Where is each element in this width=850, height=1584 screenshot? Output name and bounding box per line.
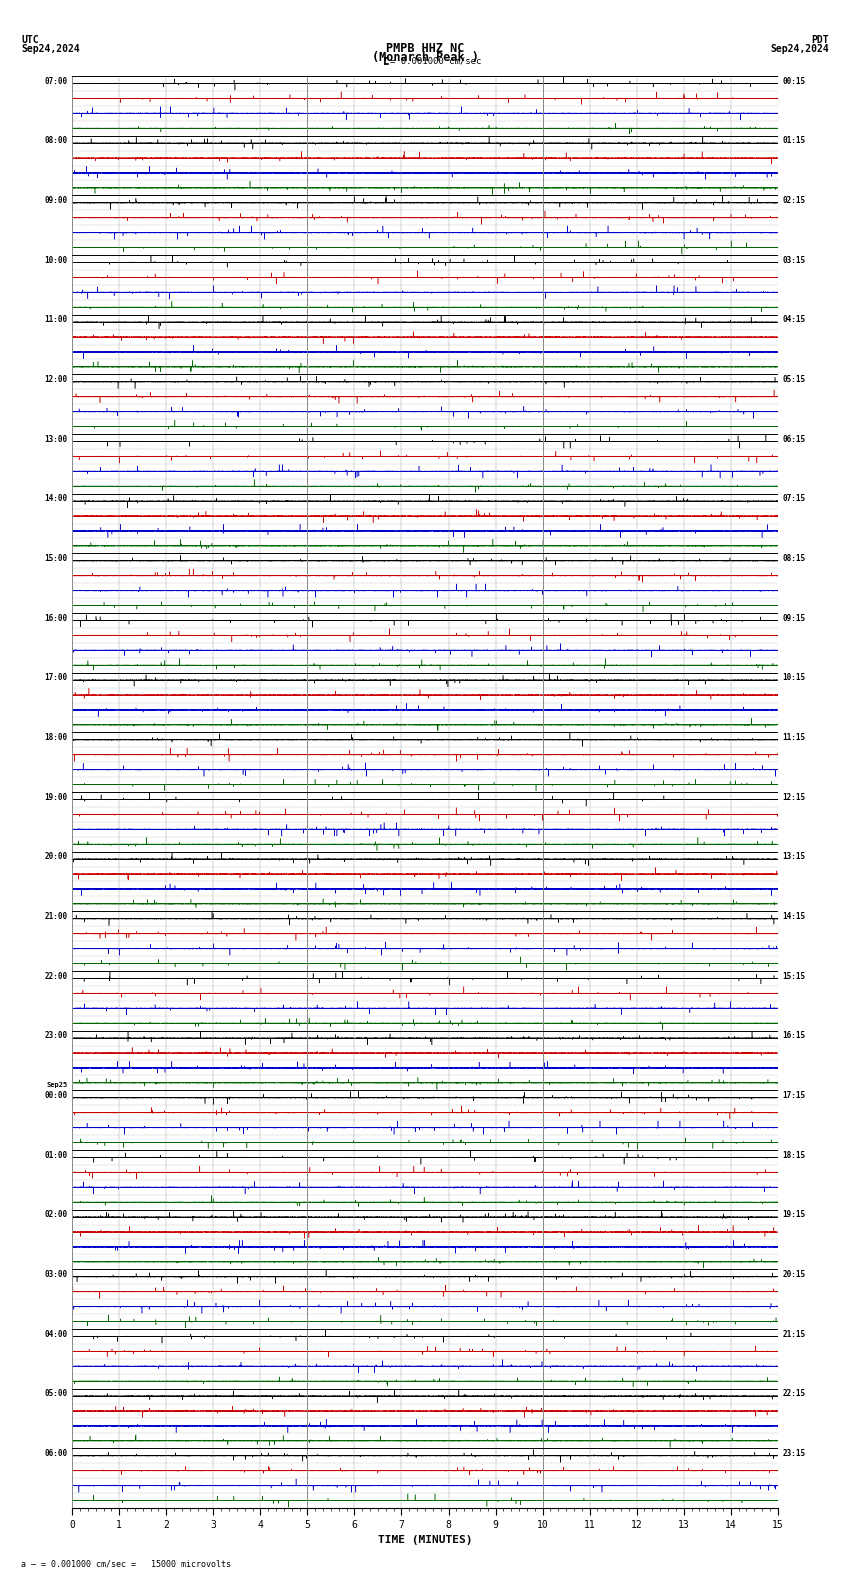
Text: = 0.001000 cm/sec: = 0.001000 cm/sec [390,57,481,65]
Text: 15:15: 15:15 [783,971,806,980]
Text: 07:15: 07:15 [783,494,806,504]
Text: 05:00: 05:00 [44,1389,67,1399]
Text: 16:00: 16:00 [44,613,67,623]
Text: 13:15: 13:15 [783,852,806,862]
Text: 11:15: 11:15 [783,733,806,741]
Text: 06:15: 06:15 [783,434,806,444]
X-axis label: TIME (MINUTES): TIME (MINUTES) [377,1535,473,1546]
Text: 02:15: 02:15 [783,196,806,204]
Text: 22:00: 22:00 [44,971,67,980]
Text: 10:15: 10:15 [783,673,806,683]
Text: 08:15: 08:15 [783,554,806,562]
Text: 23:00: 23:00 [44,1031,67,1041]
Text: 16:15: 16:15 [783,1031,806,1041]
Text: 05:15: 05:15 [783,375,806,383]
Text: 09:15: 09:15 [783,613,806,623]
Text: Sep24,2024: Sep24,2024 [21,44,80,54]
Text: 01:15: 01:15 [783,136,806,146]
Text: 01:00: 01:00 [44,1150,67,1159]
Text: 07:00: 07:00 [44,76,67,86]
Text: 21:00: 21:00 [44,912,67,920]
Text: UTC: UTC [21,35,39,44]
Text: 12:15: 12:15 [783,792,806,802]
Text: 04:00: 04:00 [44,1329,67,1338]
Text: 17:15: 17:15 [783,1091,806,1099]
Text: 19:00: 19:00 [44,792,67,802]
Text: 15:00: 15:00 [44,554,67,562]
Text: 06:00: 06:00 [44,1449,67,1457]
Text: 21:15: 21:15 [783,1329,806,1338]
Text: 02:00: 02:00 [44,1210,67,1220]
Text: 00:00: 00:00 [44,1091,67,1099]
Text: PMPB HHZ NC: PMPB HHZ NC [386,41,464,55]
Text: 04:15: 04:15 [783,315,806,325]
Text: 11:00: 11:00 [44,315,67,325]
Text: PDT: PDT [811,35,829,44]
Text: 14:15: 14:15 [783,912,806,920]
Text: 18:00: 18:00 [44,733,67,741]
Text: Sep24,2024: Sep24,2024 [770,44,829,54]
Text: 00:15: 00:15 [783,76,806,86]
Text: a — = 0.001000 cm/sec =   15000 microvolts: a — = 0.001000 cm/sec = 15000 microvolts [21,1559,231,1568]
Text: 13:00: 13:00 [44,434,67,444]
Text: 03:00: 03:00 [44,1270,67,1278]
Text: 18:15: 18:15 [783,1150,806,1159]
Text: 17:00: 17:00 [44,673,67,683]
Text: 12:00: 12:00 [44,375,67,383]
Text: 19:15: 19:15 [783,1210,806,1220]
Text: (Monarch Peak ): (Monarch Peak ) [371,51,479,65]
Text: 23:15: 23:15 [783,1449,806,1457]
Text: 03:15: 03:15 [783,255,806,265]
Text: 20:15: 20:15 [783,1270,806,1278]
Text: 08:00: 08:00 [44,136,67,146]
Text: 22:15: 22:15 [783,1389,806,1399]
Text: 09:00: 09:00 [44,196,67,204]
Text: 10:00: 10:00 [44,255,67,265]
Text: 20:00: 20:00 [44,852,67,862]
Text: Sep25: Sep25 [46,1082,67,1088]
Text: 14:00: 14:00 [44,494,67,504]
